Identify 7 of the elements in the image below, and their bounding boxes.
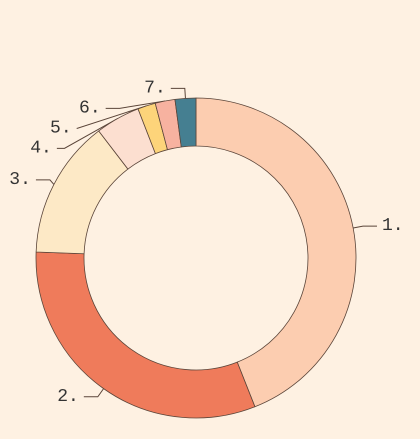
slice-label: 6.	[79, 98, 101, 118]
slice-label: 3.	[9, 170, 31, 190]
slice-label: 2.	[57, 386, 79, 407]
slice-label: 5.	[50, 118, 72, 138]
slice-label: 7.	[144, 78, 166, 98]
slice-label: 4.	[30, 138, 52, 158]
slice-label: 1.	[382, 216, 404, 236]
